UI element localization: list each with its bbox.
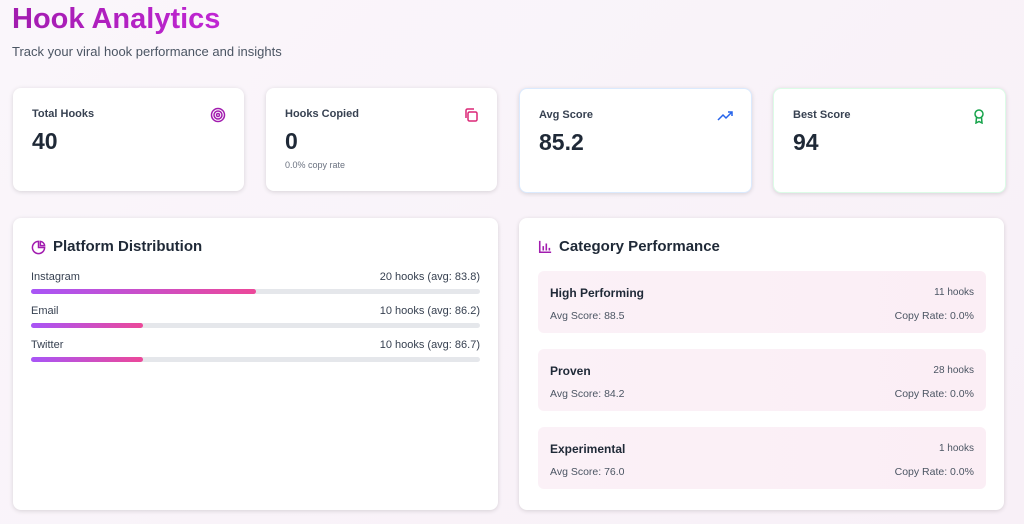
stat-value: 0 [285,128,298,154]
category-copy: Copy Rate: 0.0% [894,310,974,322]
stat-card: Best Score 94 [773,88,1006,193]
platform-name: Instagram [31,271,80,283]
platform-name: Email [31,305,59,317]
stat-label: Hooks Copied [285,108,359,120]
stat-card: Avg Score 85.2 [519,88,752,193]
stat-label: Avg Score [539,109,594,121]
platform-stats: 10 hooks (avg: 86.7) [379,339,480,351]
bar-track [31,357,480,362]
target-icon [210,107,226,123]
category-avg: Avg Score: 84.2 [550,388,625,400]
platform-bar [31,323,144,328]
page-title: Hook Analytics [12,3,221,35]
category-name: Proven [550,364,591,378]
platform-stats: 20 hooks (avg: 83.8) [379,271,480,283]
platform-bar [31,289,256,294]
category-row: Experimental 1 hooks Avg Score: 76.0 Copy R… [538,427,986,489]
page-subtitle: Track your viral hook performance and in… [12,44,282,59]
stat-label: Total Hooks [32,108,95,120]
stat-value: 40 [32,128,58,154]
award-icon [974,109,984,124]
category-hooks: 28 hooks [933,365,974,376]
stat-label: Best Score [793,109,851,121]
category-row: High Performing 11 hooks Avg Score: 88.5 Co… [538,271,986,333]
category-copy: Copy Rate: 0.0% [894,466,974,478]
stat-card: Total Hooks 40 [13,88,244,191]
trend-icon [717,111,733,121]
platform-name: Twitter [31,339,64,351]
platform-bar [31,357,144,362]
platform-stats: 10 hooks (avg: 86.2) [379,305,480,317]
category-name: High Performing [550,286,645,300]
category-avg: Avg Score: 76.0 [550,466,625,478]
platform-panel: Platform Distribution Instagram 20 hooks … [13,218,498,510]
panel-title: Category Performance [559,238,720,255]
category-hooks: 1 hooks [938,443,974,454]
stat-card: Hooks Copied 0 0.0% copy rate [266,88,497,191]
category-name: Experimental [550,442,626,456]
stat-value: 94 [793,129,819,155]
panel-title: Platform Distribution [53,238,203,255]
stat-note: 0.0% copy rate [285,160,346,170]
bar-track [31,289,480,294]
stat-value: 85.2 [539,129,584,155]
pie-icon [31,240,46,255]
bar-track [31,323,480,328]
category-copy: Copy Rate: 0.0% [894,388,974,400]
category-row: Proven 28 hooks Avg Score: 84.2 Copy Rate: … [538,349,986,411]
category-hooks: 11 hooks [934,287,974,298]
category-panel: Category Performance High Performing 11 h… [519,218,1004,510]
bar-icon [538,240,552,254]
category-avg: Avg Score: 88.5 [550,310,625,322]
copy-icon [465,108,478,122]
